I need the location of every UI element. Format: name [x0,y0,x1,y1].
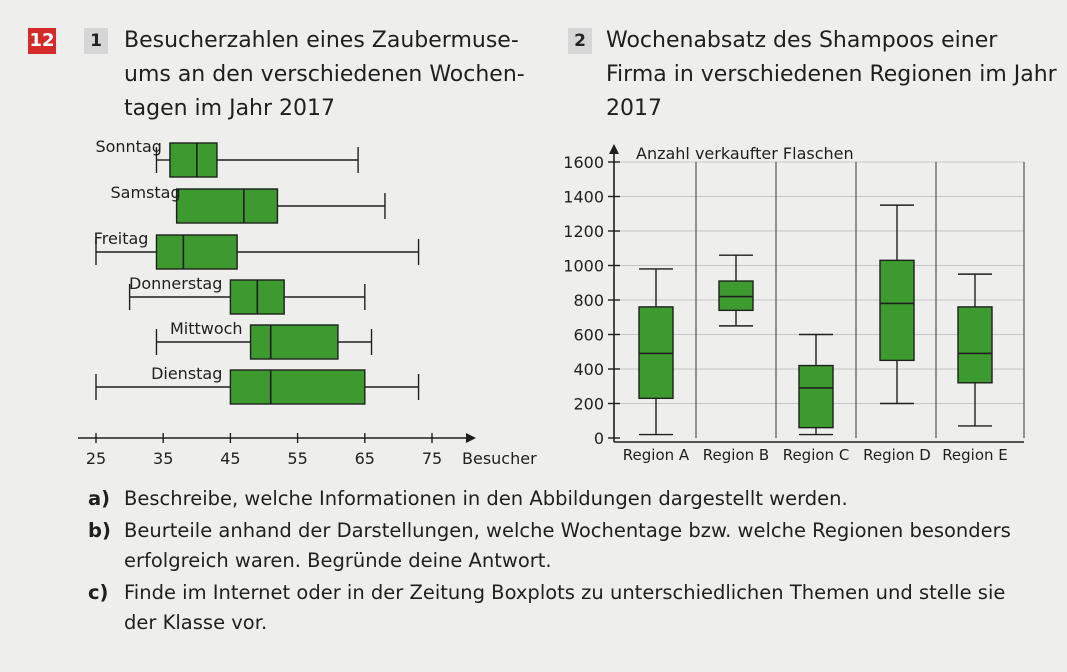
box [169,142,218,178]
y-tick-label: 600 [573,326,604,345]
category-label: Freitag [94,229,149,248]
chart-1-title: Besucherzahlen eines Zaubermuse- ums an … [124,28,525,121]
y-tick-label: 0 [594,429,604,448]
x-tick-label: 25 [86,449,106,468]
y-tick-label: 1600 [563,153,604,172]
task-number-badge: 12 [28,28,56,54]
x-axis-label: Besucher [462,449,537,468]
category-label: Donnerstag [129,274,222,293]
subtask-number-2: 2 [568,28,592,54]
box [175,188,279,224]
box [957,306,993,384]
box [879,259,915,362]
y-tick-label: 200 [573,395,604,414]
x-tick-label: 35 [153,449,173,468]
y-axis-arrow [609,144,619,154]
x-tick-label: 65 [355,449,375,468]
y-tick-label: 1400 [563,188,604,207]
box [229,369,366,405]
y-axis-label: Anzahl verkaufter Flaschen [636,144,854,163]
y-tick-label: 1000 [563,257,604,276]
y-tick-label: 400 [573,360,604,379]
chart-2-title: Wochenabsatz des Shampoos einer Firma in… [606,28,1057,121]
category-label: Samstag [111,183,181,202]
question-b: b) Beurteile anhand der Darstellungen, we… [88,519,1011,572]
category-label: Sonntag [95,137,161,156]
category-label: Mittwoch [170,319,243,338]
box [718,280,754,312]
category-label: Region C [783,446,850,464]
x-tick-label: 75 [422,449,442,468]
box [638,306,674,400]
question-list: a) Beschreibe, welche Informationen in de… [88,484,1028,640]
category-label: Region D [863,446,931,464]
category-label: Region E [942,446,1008,464]
box [155,234,238,270]
x-tick-label: 45 [220,449,240,468]
y-tick-label: 800 [573,291,604,310]
box [798,364,834,429]
category-label: Dienstag [151,364,222,383]
x-tick-label: 55 [287,449,307,468]
subtask-number-1: 1 [84,28,108,54]
category-label: Region A [623,446,690,464]
category-label: Region B [703,446,769,464]
y-tick-label: 1200 [563,222,604,241]
question-c: c) Finde im Internet oder in der Zeitung … [88,581,1006,634]
question-a: a) Beschreibe, welche Informationen in de… [88,487,848,510]
x-axis-arrow [466,433,476,443]
box [249,324,339,360]
